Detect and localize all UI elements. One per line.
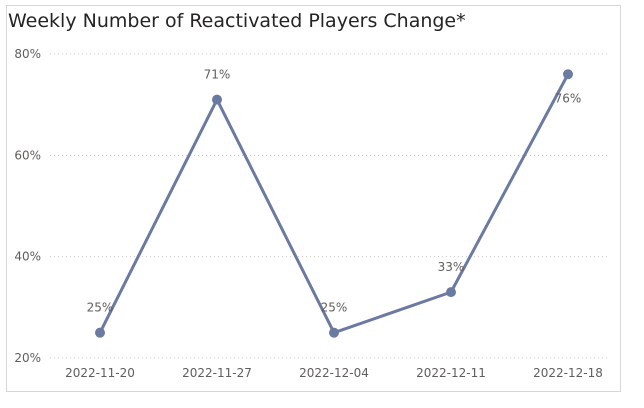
series-line: [98, 72, 570, 335]
y-tick-label: 40%: [14, 250, 41, 264]
data-point[interactable]: [446, 287, 456, 298]
y-tick-label: 80%: [14, 47, 41, 61]
data-label: 25%: [87, 301, 114, 315]
data-point[interactable]: [95, 327, 105, 338]
data-label: 76%: [555, 91, 582, 105]
x-tick-label: 2022-12-04: [299, 366, 369, 380]
y-tick-label: 60%: [14, 148, 41, 162]
x-tick-label: 2022-11-20: [65, 366, 135, 380]
chart-card: [6, 5, 621, 392]
data-point[interactable]: [212, 94, 222, 105]
x-tick-label: 2022-12-18: [533, 366, 603, 380]
x-tick-label: 2022-12-11: [416, 366, 486, 380]
data-label: 33%: [438, 260, 465, 274]
data-point[interactable]: [329, 327, 339, 338]
x-tick-label: 2022-11-27: [182, 366, 252, 380]
data-label: 71%: [204, 68, 231, 82]
y-tick-label: 20%: [14, 351, 41, 365]
data-label: 25%: [321, 301, 348, 315]
chart-title: Weekly Number of Reactivated Players Cha…: [8, 10, 466, 32]
data-point[interactable]: [563, 69, 573, 80]
